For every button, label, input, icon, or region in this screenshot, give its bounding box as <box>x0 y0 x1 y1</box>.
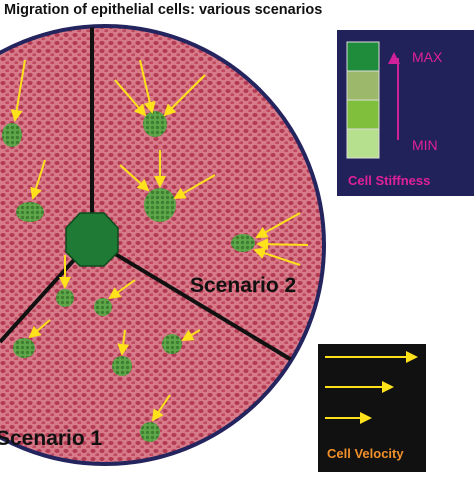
arrow <box>253 247 301 266</box>
min-label: MIN <box>412 137 438 153</box>
central-cluster <box>65 212 119 267</box>
scenario-label: Scenario 1 <box>0 427 103 450</box>
cluster <box>16 202 44 222</box>
cluster <box>143 111 167 137</box>
legend-box <box>318 344 426 472</box>
scenario-label: Scenario 2 <box>190 274 296 297</box>
arrow <box>114 79 147 117</box>
cluster <box>56 289 74 307</box>
arrow <box>255 212 301 238</box>
legend-label: Cell Stiffness <box>348 173 430 188</box>
cluster <box>94 298 112 316</box>
arrow <box>30 159 46 200</box>
tissue-disc <box>0 24 326 466</box>
stiffness-swatch <box>346 41 380 72</box>
cluster <box>13 338 35 358</box>
stiffness-swatch <box>346 128 380 159</box>
stiffness-legend: MAX MIN Cell Stiffness <box>337 30 474 196</box>
stiffness-swatch <box>346 99 380 130</box>
arrow <box>119 164 150 192</box>
title: Migration of epithelial cells: various s… <box>4 2 322 18</box>
cluster <box>162 334 182 354</box>
cluster <box>2 123 22 147</box>
divider <box>90 238 302 367</box>
cluster <box>140 422 160 442</box>
arrow <box>181 329 201 342</box>
stiffness-swatch <box>346 70 380 101</box>
cell-clusters <box>2 111 255 442</box>
migration-arrows <box>10 59 309 422</box>
arrow <box>108 279 136 300</box>
arrow <box>139 59 156 114</box>
arrow <box>117 329 130 356</box>
velocity-legend: Cell Velocity <box>318 344 426 472</box>
cluster <box>144 188 176 222</box>
arrow <box>256 238 309 251</box>
arrow <box>151 394 171 422</box>
legend-label: Cell Velocity <box>327 446 404 461</box>
arrow <box>173 174 216 199</box>
cluster <box>231 234 255 252</box>
cluster <box>112 356 132 376</box>
arrow <box>10 59 26 122</box>
arrow <box>163 74 206 117</box>
max-label: MAX <box>412 49 443 65</box>
arrow <box>28 319 51 339</box>
